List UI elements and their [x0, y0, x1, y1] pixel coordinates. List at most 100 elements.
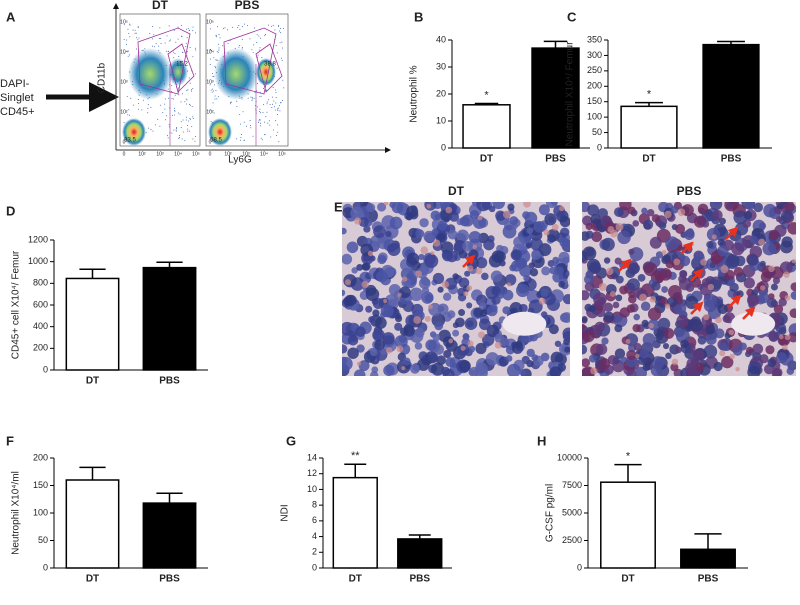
- event-dot: [243, 121, 245, 123]
- cell: [588, 354, 598, 363]
- y-tick-label: 150: [33, 480, 48, 490]
- cell: [658, 221, 667, 230]
- event-dot: [282, 100, 284, 102]
- event-dot: [212, 76, 214, 78]
- cell: [458, 360, 471, 373]
- event-dot: [275, 97, 277, 99]
- gate: [167, 43, 195, 93]
- panel-letter: H: [537, 433, 546, 448]
- cell: [659, 267, 672, 281]
- event-dot: [278, 141, 280, 143]
- event-dot: [165, 119, 167, 121]
- cell: [747, 294, 760, 307]
- cell: [626, 349, 637, 361]
- event-dot: [152, 130, 154, 132]
- event-dot: [186, 37, 188, 39]
- cell: [719, 342, 728, 351]
- event-dot: [181, 93, 183, 95]
- cell: [776, 203, 784, 210]
- event-dot: [128, 114, 130, 116]
- event-dot: [249, 38, 251, 40]
- cell: [358, 217, 369, 228]
- cell: [651, 281, 661, 291]
- cell: [651, 356, 665, 370]
- cell: [526, 348, 535, 357]
- cell: [355, 326, 366, 337]
- event-dot: [182, 51, 184, 53]
- rbc: [415, 270, 423, 278]
- gate: [223, 27, 277, 95]
- cells: [582, 202, 796, 376]
- event-dot: [180, 127, 182, 129]
- cell: [554, 266, 564, 276]
- event-dot: [213, 84, 215, 86]
- event-dot: [137, 26, 139, 28]
- rbc: [430, 251, 435, 256]
- gate-value: 15.2: [176, 62, 188, 68]
- gate-value: 83.5: [124, 138, 136, 144]
- cell: [788, 332, 796, 343]
- event-dot: [224, 27, 226, 29]
- event-dot: [274, 109, 276, 111]
- cell: [351, 267, 358, 274]
- rbc: [778, 334, 784, 340]
- event-dot: [187, 128, 189, 130]
- bar: [462, 104, 511, 149]
- cell: [547, 260, 555, 267]
- flow-tick: 0: [123, 151, 126, 157]
- cell: [762, 241, 777, 256]
- event-dot: [169, 40, 171, 42]
- cell: [758, 292, 770, 304]
- event-dot: [242, 111, 244, 113]
- event-dot: [217, 43, 219, 45]
- error-bar: [156, 261, 183, 268]
- event-dot: [192, 26, 194, 28]
- cell: [679, 270, 688, 278]
- event-dot: [185, 42, 187, 44]
- event-dot: [151, 45, 153, 47]
- event-dot: [159, 37, 161, 39]
- event-dot: [218, 34, 220, 36]
- event-dot: [153, 34, 155, 36]
- event-dot: [254, 27, 256, 29]
- event-dot: [186, 89, 188, 91]
- cell: [613, 207, 624, 217]
- cell: [736, 290, 744, 298]
- rbc: [728, 329, 735, 336]
- x-tick-label: PBS: [721, 154, 742, 165]
- cell: [490, 270, 503, 283]
- event-dot: [132, 104, 134, 106]
- event-dot: [168, 97, 170, 99]
- cell: [747, 254, 759, 266]
- event-dot: [275, 89, 277, 91]
- event-dot: [275, 120, 277, 122]
- cell: [362, 262, 371, 271]
- event-dot: [152, 38, 154, 40]
- event-dot: [272, 25, 274, 27]
- y-tick-label: 400: [33, 321, 48, 331]
- bar: [397, 538, 443, 569]
- cell: [585, 230, 594, 239]
- cell: [588, 305, 596, 313]
- event-dot: [188, 77, 190, 79]
- y-axis-label: NDI: [280, 504, 291, 521]
- cell: [665, 352, 672, 360]
- cell: [673, 301, 687, 315]
- density: [208, 118, 232, 146]
- cell: [558, 281, 566, 288]
- event-dot: [150, 107, 152, 109]
- rbc: [648, 322, 654, 329]
- rbc: [426, 203, 432, 209]
- cell: [550, 351, 564, 365]
- cell: [732, 346, 743, 356]
- rbc: [615, 223, 624, 231]
- rbc: [361, 280, 369, 289]
- event-dot: [134, 29, 136, 31]
- cell: [425, 339, 437, 351]
- cell: [685, 283, 695, 292]
- cell: [370, 371, 379, 376]
- event-dot: [216, 26, 218, 28]
- event-dot: [263, 104, 265, 106]
- cell: [646, 209, 655, 217]
- error-bar: [614, 463, 642, 483]
